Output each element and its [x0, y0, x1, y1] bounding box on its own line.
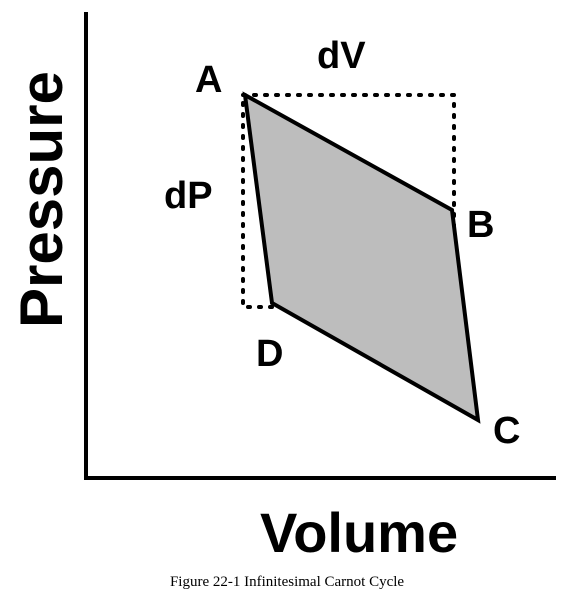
point-d-label: D: [256, 333, 283, 375]
point-c-label: C: [493, 410, 520, 452]
dp-label: dP: [164, 175, 213, 217]
y-axis-title: Pressure: [8, 71, 75, 328]
point-a-label: A: [195, 59, 222, 101]
point-b-label: B: [467, 204, 494, 246]
cycle-area: [242, 91, 481, 424]
dv-label: dV: [317, 35, 366, 77]
x-axis-title: Volume: [260, 501, 458, 564]
figure-caption: Figure 22-1 Infinitesimal Carnot Cycle: [169, 574, 405, 590]
